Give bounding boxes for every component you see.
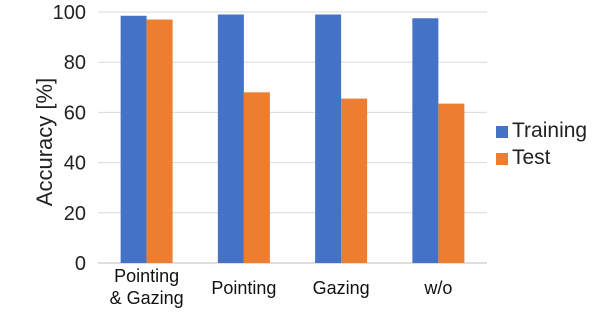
- bar-training: [412, 18, 439, 264]
- legend-label: Training: [512, 119, 587, 142]
- category-label: w/o: [423, 278, 452, 298]
- y-axis-title: Accuracy [%]: [32, 78, 57, 206]
- category-label: Pointing: [114, 266, 179, 286]
- bar-training: [217, 14, 244, 264]
- y-tick-label: 100: [53, 2, 86, 24]
- y-tick-label: 20: [64, 203, 86, 225]
- legend-label: Test: [512, 146, 551, 169]
- category-label: Pointing: [211, 278, 276, 298]
- category-label: & Gazing: [110, 288, 184, 308]
- legend-swatch: [496, 126, 508, 138]
- bar-test: [438, 103, 465, 264]
- bar-test: [341, 98, 368, 263]
- y-tick-labels: 0 20 40 60 80 100: [53, 2, 86, 275]
- legend-swatch: [496, 153, 508, 165]
- y-tick-label: 0: [75, 253, 86, 275]
- bars: [120, 14, 465, 264]
- y-tick-label: 60: [64, 102, 86, 124]
- bar-test: [243, 92, 270, 263]
- legend: Training Test: [496, 119, 587, 169]
- bar-training: [315, 14, 342, 264]
- category-labels: Pointing& Gazing Pointing Gazing w/o: [110, 266, 453, 308]
- category-label: Gazing: [313, 278, 370, 298]
- bar-test: [146, 19, 173, 264]
- y-tick-label: 40: [64, 153, 86, 175]
- y-tick-label: 80: [64, 52, 86, 74]
- bar-training: [120, 15, 147, 264]
